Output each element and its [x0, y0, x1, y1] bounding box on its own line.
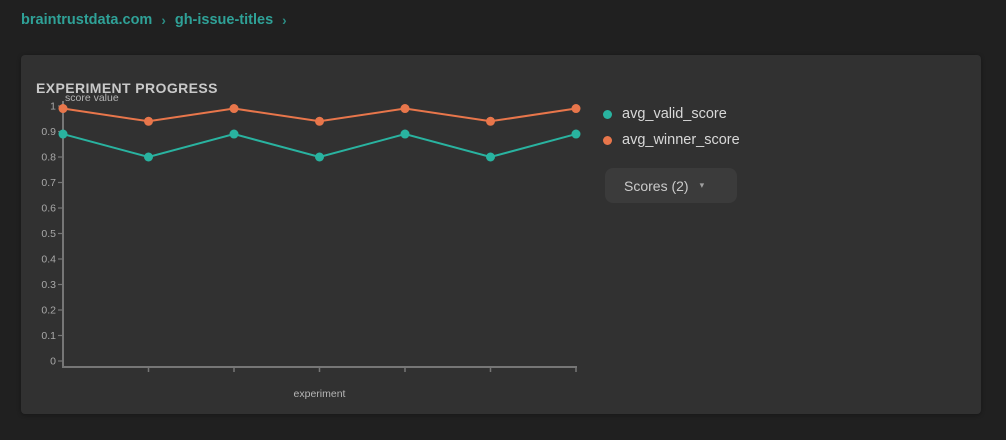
data-point-avg_valid_score[interactable] — [571, 129, 581, 139]
progress-chart[interactable]: 0 0.1 0.2 0.3 0.4 0.5 0.6 0.7 0.8 0.9 1 — [21, 55, 981, 414]
legend-label: avg_valid_score — [622, 106, 727, 122]
y-tick-label: 0.5 — [41, 228, 56, 240]
breadcrumb-separator-icon: › — [161, 12, 166, 28]
data-point-avg_valid_score[interactable] — [315, 152, 324, 162]
y-tick-label: 0.4 — [41, 254, 56, 266]
legend-item-avg-winner-score[interactable]: avg_winner_score — [603, 127, 740, 153]
data-point-avg_winner_score[interactable] — [229, 104, 239, 114]
y-tick-label: 0.2 — [41, 305, 56, 317]
data-point-avg_winner_score[interactable] — [315, 116, 324, 126]
data-point-avg_valid_score[interactable] — [58, 129, 68, 139]
data-point-avg_valid_score[interactable] — [400, 129, 410, 139]
panel-title: EXPERIMENT PROGRESS — [36, 79, 218, 96]
data-point-avg_valid_score[interactable] — [486, 152, 495, 162]
breadcrumb-item-org[interactable]: braintrustdata.com — [21, 12, 153, 28]
data-point-avg_winner_score[interactable] — [571, 104, 581, 114]
breadcrumb-item-project[interactable]: gh-issue-titles — [174, 12, 274, 28]
data-point-avg_winner_score[interactable] — [58, 104, 68, 114]
data-point-avg_winner_score[interactable] — [486, 116, 495, 126]
experiment-progress-panel: EXPERIMENT PROGRESS 0 0.1 0.2 0.3 0.4 0.5 0.6 0… — [21, 55, 981, 414]
y-axis-label: score value — [65, 92, 119, 104]
scores-dropdown-label: Scores (2) — [624, 177, 689, 194]
y-tick-label: 0 — [50, 356, 56, 368]
legend-item-avg-valid-score[interactable]: avg_valid_score — [603, 101, 740, 127]
y-tick-label: 1 — [50, 101, 56, 113]
chevron-down-icon: ▾ — [699, 180, 705, 190]
scores-dropdown-button[interactable]: Scores (2) ▾ — [605, 168, 737, 203]
y-tick-label: 0.7 — [41, 177, 56, 189]
data-point-avg_winner_score[interactable] — [144, 116, 153, 126]
data-point-avg_valid_score[interactable] — [229, 129, 239, 139]
chart-legend: avg_valid_score avg_winner_score — [603, 101, 740, 153]
x-axis-label: experiment — [293, 388, 346, 400]
y-tick-label: 0.8 — [41, 152, 56, 164]
breadcrumb-separator-icon: › — [282, 12, 287, 28]
breadcrumb: braintrustdata.com › gh-issue-titles › — [21, 12, 287, 28]
data-point-avg_valid_score[interactable] — [144, 152, 153, 162]
legend-dot-icon — [603, 109, 612, 119]
y-tick-label: 0.6 — [41, 203, 56, 215]
legend-label: avg_winner_score — [622, 132, 740, 148]
legend-dot-icon — [603, 135, 612, 145]
y-tick-label: 0.9 — [41, 126, 56, 138]
y-tick-label: 0.1 — [41, 330, 56, 342]
y-tick-label: 0.3 — [41, 279, 56, 291]
data-point-avg_winner_score[interactable] — [400, 104, 410, 114]
